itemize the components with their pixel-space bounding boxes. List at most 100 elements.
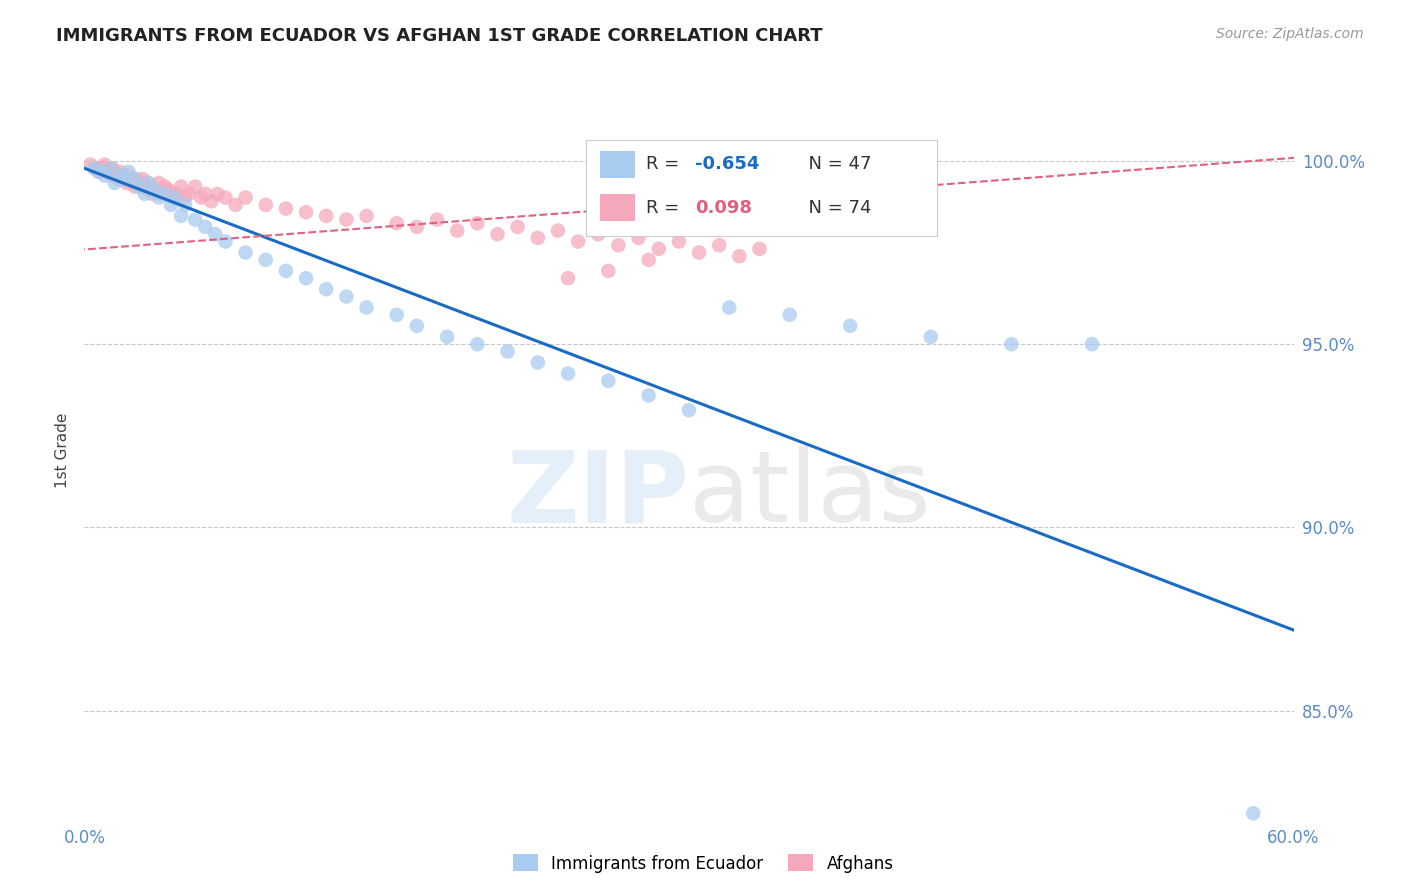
Point — [139, 179, 162, 194]
Point — [128, 176, 150, 190]
Point — [111, 169, 134, 183]
Point — [567, 235, 589, 249]
Point — [406, 318, 429, 333]
Point — [235, 245, 257, 260]
Point — [100, 161, 122, 176]
Point — [101, 161, 124, 176]
Point — [1000, 337, 1022, 351]
Point — [335, 289, 357, 303]
Point — [93, 158, 115, 172]
Point — [315, 209, 337, 223]
Point — [114, 172, 136, 186]
Point — [527, 231, 550, 245]
Point — [779, 308, 801, 322]
Point — [648, 242, 671, 256]
Point — [107, 172, 129, 186]
Point — [91, 161, 114, 176]
Point — [87, 165, 110, 179]
Point — [165, 190, 187, 204]
Point — [83, 161, 105, 176]
Point — [467, 216, 489, 230]
Point — [1081, 337, 1104, 351]
Point — [607, 238, 630, 252]
Point — [598, 264, 620, 278]
Point — [129, 179, 152, 194]
Point — [184, 212, 207, 227]
Text: Source: ZipAtlas.com: Source: ZipAtlas.com — [1216, 27, 1364, 41]
Point — [295, 271, 318, 285]
Point — [149, 186, 172, 201]
Point — [162, 190, 184, 204]
Point — [1241, 806, 1264, 821]
Point — [406, 219, 429, 234]
Point — [356, 301, 378, 315]
Point — [496, 344, 519, 359]
Point — [385, 216, 408, 230]
Point — [157, 183, 180, 197]
Point — [153, 179, 176, 194]
Point — [446, 223, 468, 237]
Point — [728, 249, 751, 263]
Point — [214, 235, 236, 249]
Point — [104, 165, 127, 179]
Point — [134, 179, 156, 194]
Point — [166, 186, 188, 201]
Point — [105, 169, 128, 183]
Point — [557, 271, 579, 285]
Point — [79, 158, 101, 172]
Y-axis label: 1st Grade: 1st Grade — [55, 413, 70, 488]
Point — [142, 186, 165, 201]
Point — [97, 165, 120, 179]
Point — [200, 194, 222, 209]
Point — [124, 179, 146, 194]
Point — [527, 355, 550, 369]
Point — [100, 169, 122, 183]
Point — [678, 403, 700, 417]
Point — [214, 190, 236, 204]
Point — [254, 198, 277, 212]
Text: ZIP: ZIP — [506, 446, 689, 543]
Point — [506, 219, 529, 234]
Point — [467, 337, 489, 351]
Point — [557, 367, 579, 381]
Point — [148, 190, 170, 204]
Point — [207, 186, 229, 201]
Point — [295, 205, 318, 219]
Point — [153, 186, 176, 201]
Point — [190, 190, 212, 204]
Point — [138, 176, 160, 190]
Point — [274, 264, 297, 278]
Text: IMMIGRANTS FROM ECUADOR VS AFGHAN 1ST GRADE CORRELATION CHART: IMMIGRANTS FROM ECUADOR VS AFGHAN 1ST GR… — [56, 27, 823, 45]
Point — [335, 212, 357, 227]
Point — [598, 374, 620, 388]
Point — [93, 169, 115, 183]
Point — [143, 183, 166, 197]
Point — [920, 330, 942, 344]
Point — [120, 172, 142, 186]
Point — [170, 209, 193, 223]
Point — [110, 169, 132, 183]
Point — [174, 190, 197, 204]
Point — [104, 176, 127, 190]
Point — [89, 165, 111, 179]
Point — [315, 282, 337, 296]
Point — [118, 169, 141, 183]
Point — [194, 186, 217, 201]
Point — [688, 245, 710, 260]
Point — [115, 176, 138, 190]
Point — [134, 186, 156, 201]
Point — [588, 227, 610, 242]
Point — [132, 172, 155, 186]
Point — [204, 227, 226, 242]
Point — [436, 330, 458, 344]
Point — [114, 172, 136, 186]
Point — [748, 242, 770, 256]
Text: atlas: atlas — [689, 446, 931, 543]
Point — [128, 179, 150, 194]
Point — [225, 198, 247, 212]
Point — [718, 301, 741, 315]
Point — [235, 190, 257, 204]
Point — [135, 176, 157, 190]
Point — [274, 202, 297, 216]
Point — [668, 235, 690, 249]
